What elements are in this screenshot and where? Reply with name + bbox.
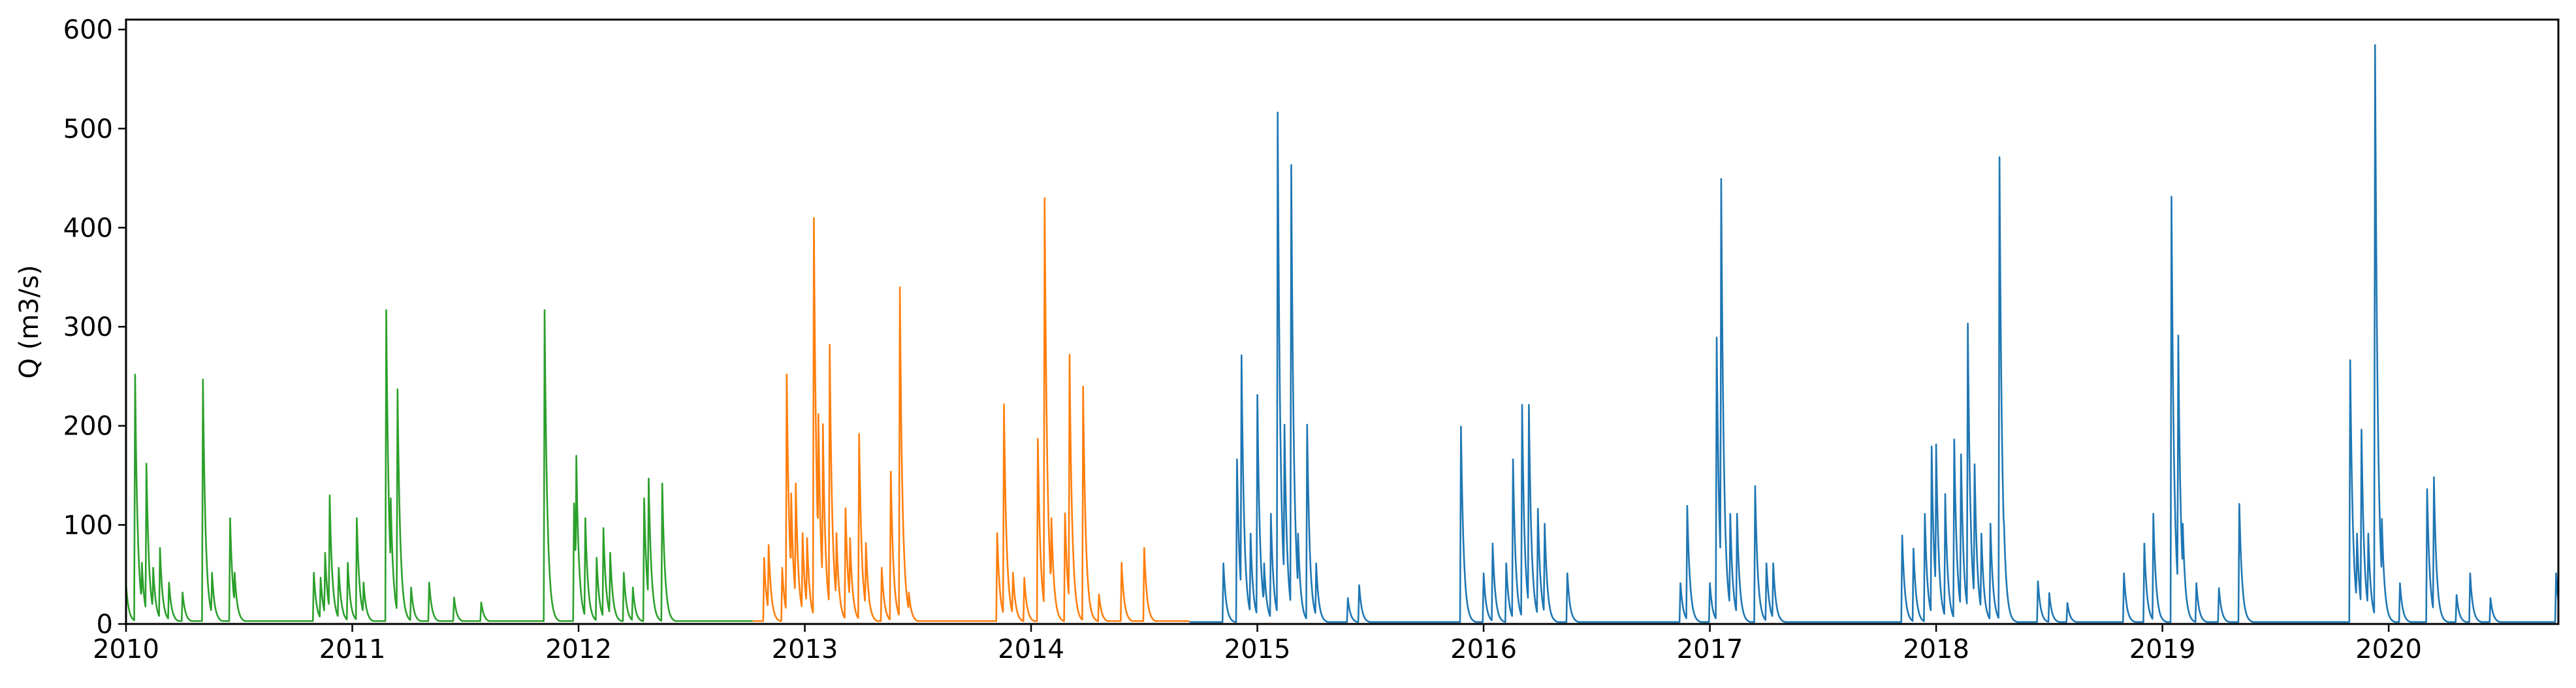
series-line-3 [1189,44,2560,623]
x-tick-label: 2013 [772,634,838,664]
x-tick-label: 2020 [2355,634,2422,664]
x-tick-label: 2017 [1677,634,1743,664]
y-tick-label: 0 [97,610,113,640]
x-tick-label: 2011 [319,634,386,664]
plot-frame [125,18,2560,625]
x-tick-label: 2014 [998,634,1064,664]
x-tick-label: 2018 [1903,634,1969,664]
y-tick-label: 600 [63,15,113,45]
y-tick-label: 200 [63,412,113,442]
x-axis: 2010 2011 2012 2013 2014 2015 2016 2017 2018 2019… [93,624,2422,664]
y-tick-label: 400 [63,213,113,243]
y-tick-label: 300 [63,312,113,342]
x-tick-label: 2012 [545,634,612,664]
y-axis-label: Q (m3/s) [14,265,44,378]
series-line-2 [752,197,1190,622]
series-line-1 [125,309,754,622]
x-tick-label: 2015 [1224,634,1291,664]
x-tick-label: 2019 [2129,634,2196,664]
x-tick-label: 2016 [1450,634,1517,664]
x-tick-label: 2010 [93,634,159,664]
y-axis: 0 100 200 300 400 500 600 [63,15,126,640]
y-tick-label: 100 [63,510,113,540]
y-tick-label: 500 [63,114,113,144]
series-layer [125,44,2560,623]
